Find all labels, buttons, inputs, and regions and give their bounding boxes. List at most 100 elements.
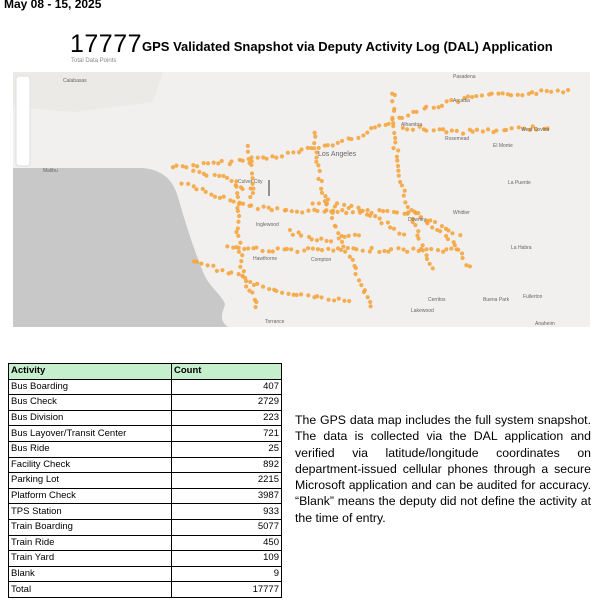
gps-dot bbox=[395, 163, 401, 169]
table-row: Train Yard 109 bbox=[8, 550, 282, 567]
gps-dot bbox=[231, 245, 236, 250]
gps-dot bbox=[248, 194, 253, 200]
dots bbox=[170, 87, 571, 310]
gps-dot bbox=[534, 127, 539, 132]
gps-dot bbox=[328, 239, 334, 244]
gps-dot bbox=[174, 163, 179, 168]
gps-dot bbox=[330, 143, 335, 148]
gps-dot bbox=[236, 219, 241, 224]
activity-cell: Total bbox=[8, 581, 172, 598]
gps-dot bbox=[496, 91, 501, 96]
gps-dot bbox=[254, 245, 259, 250]
gps-dot bbox=[361, 289, 367, 295]
gps-dot bbox=[391, 108, 397, 113]
gps-dot bbox=[414, 109, 419, 115]
gps-dot bbox=[353, 271, 358, 277]
gps-dot bbox=[191, 168, 196, 173]
gps-dot bbox=[331, 248, 336, 253]
gps-dot bbox=[240, 253, 245, 258]
gps-dot bbox=[217, 195, 223, 200]
gps-dot bbox=[319, 295, 324, 300]
gps-dot bbox=[369, 125, 374, 131]
gps-dot bbox=[504, 127, 509, 133]
map-label: Lakewood bbox=[411, 308, 434, 314]
gps-dot bbox=[425, 221, 430, 226]
gps-dot bbox=[229, 159, 234, 164]
gps-dot bbox=[385, 220, 390, 225]
gps-dot bbox=[432, 219, 438, 225]
gps-dot bbox=[180, 164, 185, 169]
gps-dot bbox=[480, 129, 486, 134]
gps-dot bbox=[443, 233, 449, 239]
gps-dot bbox=[305, 145, 310, 150]
gps-dot bbox=[398, 179, 403, 185]
gps-dot bbox=[416, 229, 421, 234]
gps-dot bbox=[325, 143, 330, 148]
gps-dot bbox=[270, 154, 275, 159]
gps-dot bbox=[316, 176, 321, 182]
gps-dot bbox=[319, 190, 325, 195]
gps-dot bbox=[456, 99, 461, 105]
map-label: Inglewood bbox=[256, 222, 279, 228]
gps-dot bbox=[373, 213, 378, 219]
gps-dot bbox=[261, 155, 266, 160]
gps-dot bbox=[275, 246, 280, 251]
gps-dot bbox=[402, 211, 407, 216]
gps-dot bbox=[388, 225, 393, 230]
gps-dot bbox=[260, 248, 265, 254]
gps-dot bbox=[314, 159, 319, 164]
count-cell: 5077 bbox=[171, 518, 282, 536]
gps-dot bbox=[388, 247, 394, 252]
gps-dot bbox=[420, 248, 425, 253]
gps-dot bbox=[299, 147, 304, 152]
table-row: Platform Check 3987 bbox=[8, 487, 282, 505]
activity-cell: Bus Ride bbox=[8, 440, 172, 458]
gps-dot bbox=[290, 232, 295, 237]
gps-dot bbox=[459, 251, 465, 256]
gps-dot bbox=[336, 236, 341, 241]
gps-dot bbox=[403, 200, 408, 205]
gps-dot bbox=[418, 215, 423, 220]
gps-dot bbox=[289, 247, 294, 252]
map[interactable]: Calabasas Pasadena Arcadia Alhambra Los Ange… bbox=[13, 72, 590, 327]
map-label: Alhambra bbox=[401, 122, 423, 128]
gps-dot bbox=[405, 249, 410, 254]
gps-dot bbox=[424, 247, 429, 252]
gps-dot bbox=[235, 208, 240, 214]
gps-dot bbox=[250, 181, 255, 186]
title: GPS Validated Snapshot via Deputy Activi… bbox=[142, 39, 553, 54]
gps-dot bbox=[247, 288, 252, 293]
gps-dot bbox=[332, 204, 338, 209]
gps-dot bbox=[534, 91, 539, 97]
gps-dot bbox=[200, 186, 205, 192]
gps-dot bbox=[235, 191, 240, 196]
gps-dot bbox=[240, 158, 245, 163]
gps-dot bbox=[377, 208, 382, 213]
gps-dot bbox=[444, 130, 449, 135]
gps-dot bbox=[474, 127, 480, 132]
gps-dot bbox=[386, 121, 391, 126]
map-toolbar[interactable] bbox=[15, 75, 31, 167]
gps-dot bbox=[530, 124, 535, 129]
gps-dot bbox=[326, 246, 331, 251]
gps-dot bbox=[312, 141, 317, 146]
gps-dot bbox=[391, 146, 396, 151]
gps-dot bbox=[354, 247, 359, 252]
map-label: Fullerton bbox=[523, 294, 543, 300]
gps-dot bbox=[241, 269, 246, 274]
gps-dot bbox=[435, 248, 441, 253]
gps-dot bbox=[306, 234, 312, 240]
gps-dot bbox=[338, 247, 344, 253]
gps-dot bbox=[424, 256, 430, 262]
gps-dot bbox=[360, 248, 365, 253]
gps-dot bbox=[236, 245, 241, 251]
gps-dot bbox=[411, 246, 416, 251]
gps-dot bbox=[209, 192, 214, 197]
gps-dot bbox=[242, 246, 247, 252]
gps-dot bbox=[195, 259, 200, 265]
gps-dot bbox=[346, 233, 351, 238]
gps-dot bbox=[406, 113, 411, 118]
gps-dot bbox=[310, 246, 315, 251]
gps-dot bbox=[186, 181, 191, 186]
gps-dot bbox=[274, 155, 279, 160]
